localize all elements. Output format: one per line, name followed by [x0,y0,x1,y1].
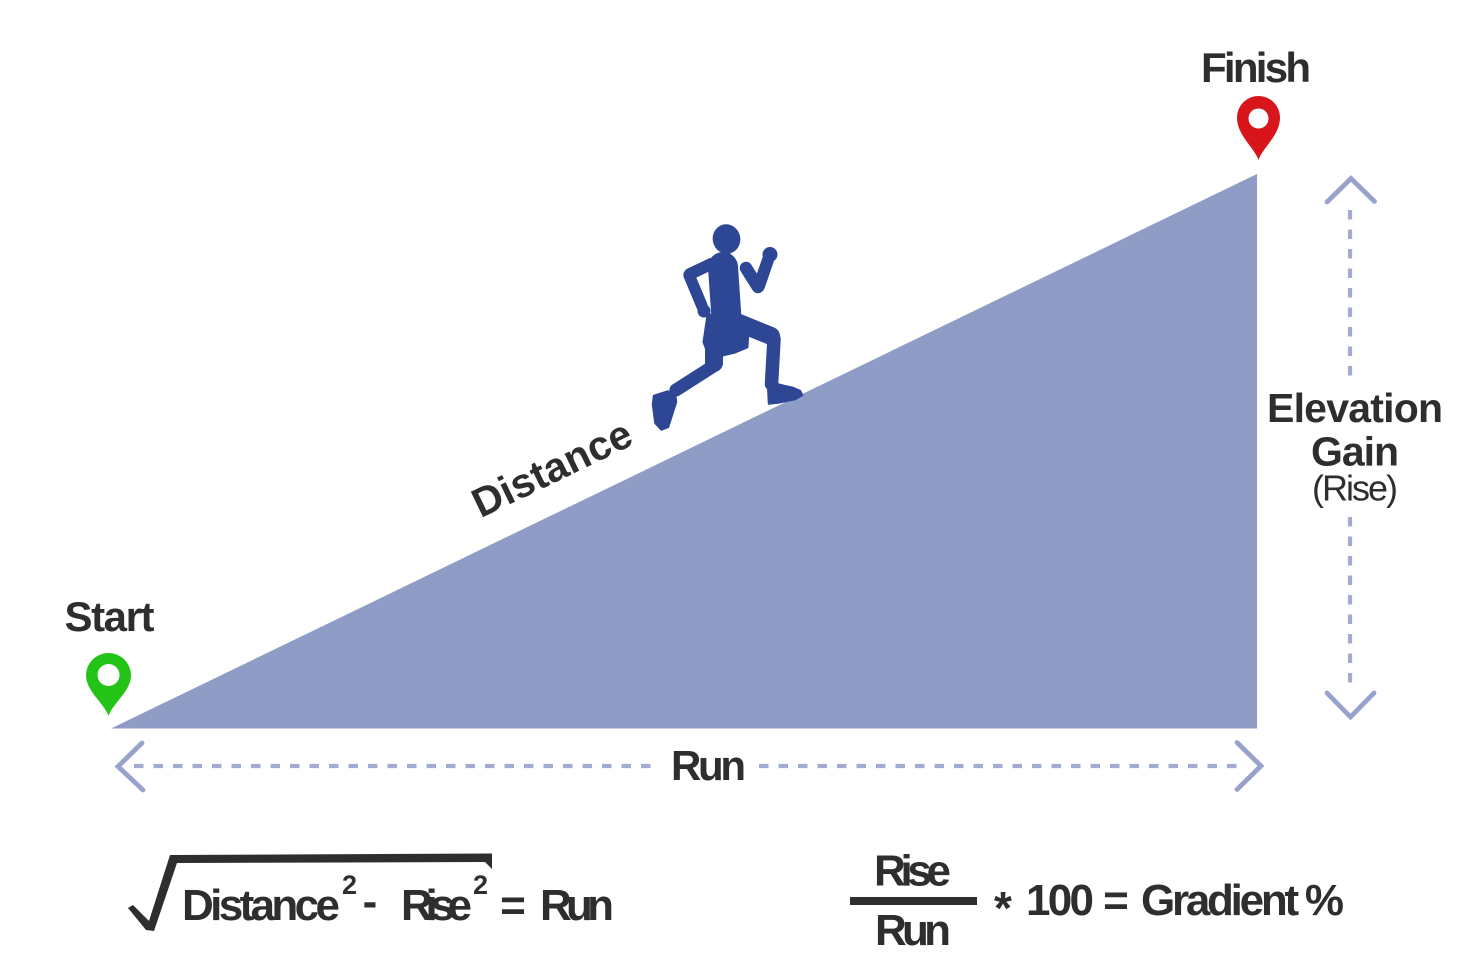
svg-text:*: * [994,882,1012,934]
svg-text:=: = [500,881,526,930]
svg-text:Elevation: Elevation [1267,385,1443,431]
svg-text:100: 100 [1026,876,1094,925]
svg-text:2: 2 [473,870,488,900]
svg-text:Run: Run [671,742,746,789]
svg-text:Run: Run [875,906,951,955]
svg-text:-: - [363,877,378,926]
svg-text:Rise: Rise [401,881,472,930]
svg-text:Gradient %: Gradient % [1141,876,1344,925]
svg-text:2: 2 [342,870,357,900]
svg-text:Gain: Gain [1311,429,1399,475]
svg-text:=: = [1103,876,1129,925]
svg-text:Finish: Finish [1201,44,1311,91]
svg-text:Distance: Distance [182,881,340,930]
svg-text:(Rise): (Rise) [1312,468,1398,509]
svg-text:Rise: Rise [874,847,951,896]
svg-text:Start: Start [65,593,155,640]
svg-text:Run: Run [540,881,614,930]
